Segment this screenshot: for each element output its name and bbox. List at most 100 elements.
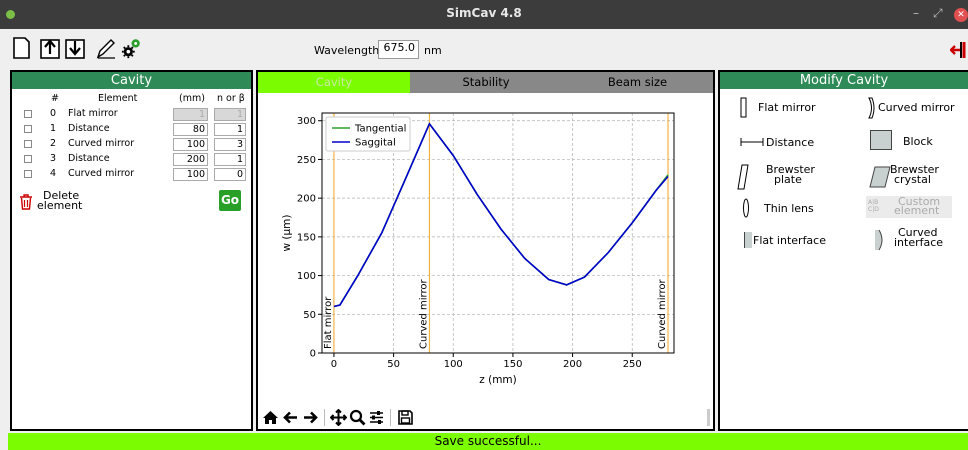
flat-mirror-label: Flat mirror [758, 101, 816, 114]
delete-label-1: Delete [43, 189, 80, 202]
plot-toolbar [258, 406, 713, 429]
brewster-plate-label-2: plate [774, 173, 802, 186]
custom-element-label-1: Custom [898, 195, 941, 208]
row-checkbox[interactable] [24, 170, 32, 178]
maximize-button[interactable]: ⤢ [933, 6, 943, 20]
title-bar: SimCav 4.8 – ⤢ ✕ [0, 0, 968, 29]
configure-icon[interactable] [368, 409, 385, 426]
y-tick-label: 300 [297, 116, 316, 127]
trash-icon [20, 194, 32, 210]
y-tick-label: 200 [297, 194, 316, 205]
exit-icon[interactable] [950, 40, 968, 60]
chart-series [333, 122, 669, 308]
chart-legend: Tangential Saggital [325, 116, 411, 152]
tab-stability[interactable]: Stability [410, 72, 562, 93]
row-n-input[interactable]: 3 [214, 138, 246, 151]
block-button[interactable]: Block [870, 130, 968, 154]
flat-interface-button[interactable]: Flat interface [744, 231, 852, 253]
row-n-input[interactable]: 1 [214, 123, 246, 136]
thin-lens-button[interactable]: Thin lens [742, 198, 850, 220]
distance-label: Distance [766, 136, 815, 149]
new-file-icon[interactable] [10, 36, 32, 60]
upload-icon[interactable] [39, 36, 61, 60]
save-icon[interactable] [397, 409, 414, 426]
forward-arrow-icon[interactable] [302, 409, 319, 426]
flat-interface-label: Flat interface [753, 234, 826, 247]
curved-interface-button[interactable]: Curved interface [874, 227, 968, 253]
row-number: 0 [50, 108, 57, 119]
curved-interface-label-2: interface [894, 236, 944, 249]
wavelength-unit: nm [424, 44, 442, 57]
row-mm-input[interactable]: 100 [173, 168, 208, 181]
col-element-header: Element [98, 93, 138, 104]
row-mm-input[interactable]: 80 [173, 123, 208, 136]
back-arrow-icon[interactable] [282, 409, 299, 426]
y-tick-label: 250 [297, 155, 316, 166]
row-element-name: Distance [68, 123, 110, 134]
close-button[interactable]: ✕ [954, 8, 968, 22]
custom-element-icon: A|B C|D [868, 199, 879, 213]
brewster-crystal-label-1: Brewster [890, 163, 939, 176]
pencil-icon[interactable] [95, 36, 117, 60]
brewster-plate-label-1: Brewster [766, 163, 815, 176]
toolbar-separator [390, 409, 391, 426]
distance-icon [740, 138, 764, 146]
flat-mirror-icon [740, 97, 747, 118]
row-checkbox[interactable] [24, 140, 32, 148]
curved-mirror-button[interactable]: Curved mirror [866, 97, 968, 121]
flat-mirror-button[interactable]: Flat mirror [740, 97, 850, 121]
zoom-icon[interactable] [349, 409, 366, 426]
curved-interface-label-1: Curved [898, 226, 938, 239]
plot-frame [321, 112, 675, 354]
element-markers: Flat mirror Curved mirror Curved mirror [323, 113, 669, 353]
col-num-header: # [51, 93, 59, 104]
y-axis-label: w (μm) [281, 214, 293, 251]
x-tick-label: 100 [444, 359, 463, 370]
row-n-input[interactable]: 1 [214, 108, 246, 121]
row-n-input[interactable]: 0 [214, 168, 246, 181]
series-line-saggital [333, 122, 669, 308]
row-number: 3 [50, 153, 57, 164]
cavity-panel-title: Cavity [12, 72, 251, 89]
download-icon[interactable] [64, 36, 86, 60]
x-tick-label: 50 [387, 359, 400, 370]
toolbar-separator [324, 409, 325, 426]
row-mm-input[interactable]: 100 [173, 138, 208, 151]
distance-button[interactable]: Distance [740, 132, 850, 154]
tab-beam-size[interactable]: Beam size [562, 72, 713, 93]
brewster-crystal-button[interactable]: Brewster crystal [868, 164, 968, 190]
col-mm-header: (mm) [179, 93, 205, 104]
plot-panel: Cavity Stability Beam size Flat mirror Cu… [256, 70, 715, 431]
pan-icon[interactable] [330, 409, 347, 426]
tab-cavity[interactable]: Cavity [258, 72, 410, 93]
col-n-header: n or β [217, 93, 245, 104]
home-icon[interactable] [262, 409, 279, 426]
status-bar: Save successful... [8, 433, 968, 450]
wavelength-input[interactable]: 675.0 [378, 40, 419, 59]
row-checkbox[interactable] [24, 155, 32, 163]
row-n-input[interactable]: 1 [214, 153, 246, 166]
cavity-table-header: # Element (mm) n or β [16, 92, 258, 107]
row-mm-input[interactable]: 200 [173, 153, 208, 166]
cavity-row: 3 Distance 200 1 [16, 152, 258, 167]
beam-size-chart[interactable]: Flat mirror Curved mirror Curved mirror 0 5… [258, 93, 713, 403]
main-toolbar: Wavelength = 675.0 nm [0, 30, 968, 68]
brewster-crystal-label-2: crystal [894, 173, 931, 186]
row-mm-input[interactable]: 1 [173, 108, 208, 121]
custom-element-button[interactable]: A|B C|D Custom element [866, 196, 952, 218]
go-button[interactable]: Go [219, 190, 241, 211]
element-marker-label: Curved mirror [657, 279, 668, 349]
row-number: 2 [50, 138, 57, 149]
x-tick-label: 150 [503, 359, 522, 370]
row-element-name: Distance [68, 153, 110, 164]
size-grip[interactable] [707, 409, 710, 426]
delete-element-button[interactable]: Delete element [19, 190, 109, 214]
legend-label: Tangential [354, 124, 406, 135]
gears-icon[interactable] [121, 36, 143, 60]
brewster-plate-button[interactable]: Brewster plate [736, 164, 850, 190]
brewster-plate-icon [737, 164, 749, 190]
row-number: 1 [50, 123, 57, 134]
row-checkbox[interactable] [24, 125, 32, 133]
row-checkbox[interactable] [24, 110, 32, 118]
minimize-button[interactable]: – [913, 6, 919, 20]
